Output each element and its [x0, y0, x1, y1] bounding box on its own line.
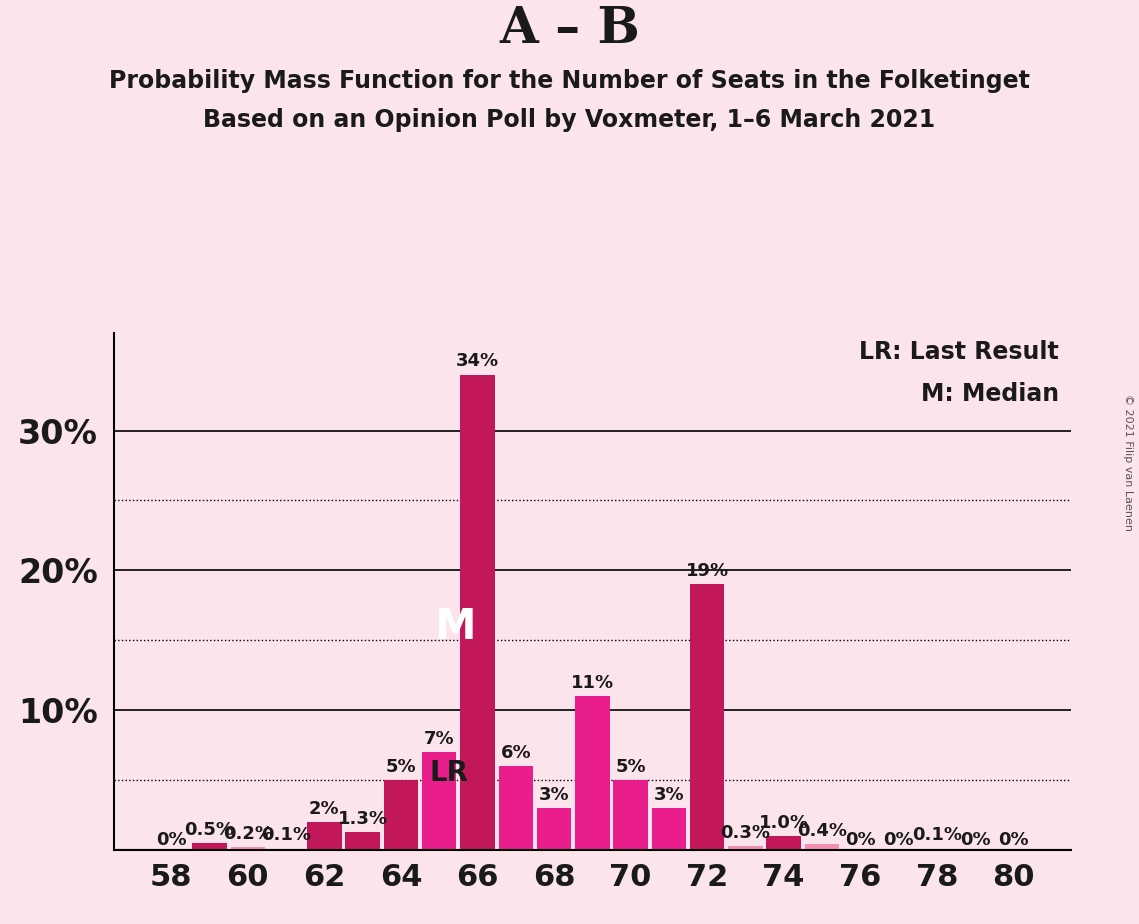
Text: A – B: A – B [499, 5, 640, 54]
Text: 3%: 3% [539, 786, 570, 804]
Text: 0%: 0% [998, 831, 1029, 848]
Text: LR: LR [429, 760, 468, 787]
Bar [690, 584, 724, 850]
Bar [460, 374, 494, 850]
Text: 3%: 3% [654, 786, 685, 804]
Text: M: Median: M: Median [921, 382, 1059, 406]
Bar [652, 808, 686, 850]
Bar [308, 822, 342, 850]
Bar [384, 780, 418, 850]
Text: 11%: 11% [571, 674, 614, 692]
Bar [345, 832, 380, 850]
Bar [499, 766, 533, 850]
Bar [804, 845, 839, 850]
Text: 0%: 0% [960, 831, 990, 848]
Text: 0.1%: 0.1% [911, 826, 961, 845]
Text: 6%: 6% [500, 744, 531, 762]
Bar [919, 848, 954, 850]
Text: 1.3%: 1.3% [337, 809, 387, 828]
Bar [192, 843, 227, 850]
Bar [767, 836, 801, 850]
Text: 0.3%: 0.3% [720, 823, 770, 842]
Bar [536, 808, 572, 850]
Text: 0.2%: 0.2% [223, 825, 273, 843]
Text: 1.0%: 1.0% [759, 814, 809, 832]
Bar [613, 780, 648, 850]
Text: 0%: 0% [845, 831, 876, 848]
Text: 0.5%: 0.5% [185, 821, 235, 839]
Text: 0%: 0% [883, 831, 913, 848]
Text: 2%: 2% [309, 800, 339, 818]
Bar [575, 697, 609, 850]
Text: 19%: 19% [686, 562, 729, 580]
Text: 34%: 34% [456, 352, 499, 371]
Text: © 2021 Filip van Laenen: © 2021 Filip van Laenen [1123, 394, 1133, 530]
Text: 0.1%: 0.1% [261, 826, 311, 845]
Text: 5%: 5% [615, 758, 646, 776]
Text: 0%: 0% [156, 831, 187, 848]
Text: LR: Last Result: LR: Last Result [860, 340, 1059, 364]
Text: Probability Mass Function for the Number of Seats in the Folketinget: Probability Mass Function for the Number… [109, 69, 1030, 93]
Bar [728, 845, 763, 850]
Bar [421, 752, 457, 850]
Bar [230, 847, 265, 850]
Bar [269, 848, 303, 850]
Text: 7%: 7% [424, 730, 454, 748]
Text: Based on an Opinion Poll by Voxmeter, 1–6 March 2021: Based on an Opinion Poll by Voxmeter, 1–… [204, 108, 935, 132]
Text: 5%: 5% [386, 758, 416, 776]
Text: M: M [434, 605, 475, 648]
Text: 0.4%: 0.4% [797, 822, 847, 840]
